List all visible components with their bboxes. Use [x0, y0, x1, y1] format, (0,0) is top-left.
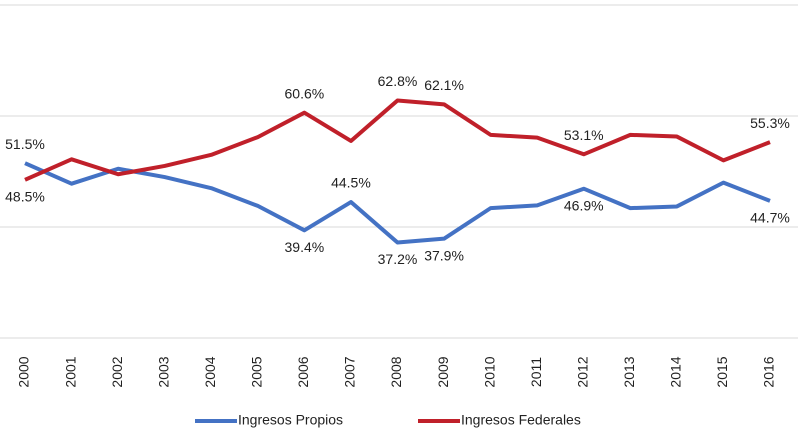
x-tick-label: 2001 — [62, 356, 78, 387]
data-label: 44.7% — [750, 210, 790, 226]
data-label: 53.1% — [564, 127, 604, 143]
data-label: 37.2% — [378, 251, 418, 267]
data-label: 60.6% — [285, 85, 325, 101]
line-series — [24, 161, 771, 245]
x-tick-label: 2016 — [761, 356, 777, 387]
x-tick-label: 2012 — [574, 356, 590, 387]
x-tick-label: 2000 — [16, 356, 32, 387]
data-label: 46.9% — [564, 197, 604, 213]
x-tick-label: 2005 — [249, 356, 265, 387]
x-tick-label: 2009 — [435, 356, 451, 387]
x-tick-label: 2008 — [388, 356, 404, 387]
data-label: 62.8% — [378, 73, 418, 89]
data-label: 37.9% — [424, 247, 464, 263]
x-tick-label: 2010 — [481, 356, 497, 387]
x-tick-label: 2013 — [621, 356, 637, 387]
data-label: 48.5% — [5, 189, 45, 205]
data-label: 55.3% — [750, 115, 790, 131]
x-tick-label: 2015 — [714, 356, 730, 387]
data-label: 51.5% — [5, 136, 45, 152]
line-series — [24, 98, 771, 182]
legend-label: Ingresos Propios — [238, 412, 343, 428]
data-label: 39.4% — [285, 239, 325, 255]
x-tick-label: 2007 — [342, 356, 358, 387]
x-tick-label: 2002 — [109, 356, 125, 387]
x-tick-label: 2006 — [295, 356, 311, 387]
legend-label: Ingresos Federales — [461, 412, 581, 428]
x-tick-label: 2003 — [155, 356, 171, 387]
x-tick-label: 2014 — [668, 356, 684, 387]
data-label: 62.1% — [424, 77, 464, 93]
x-tick-label: 2004 — [202, 356, 218, 387]
data-label: 44.5% — [331, 175, 371, 191]
x-tick-label: 2011 — [528, 357, 544, 387]
